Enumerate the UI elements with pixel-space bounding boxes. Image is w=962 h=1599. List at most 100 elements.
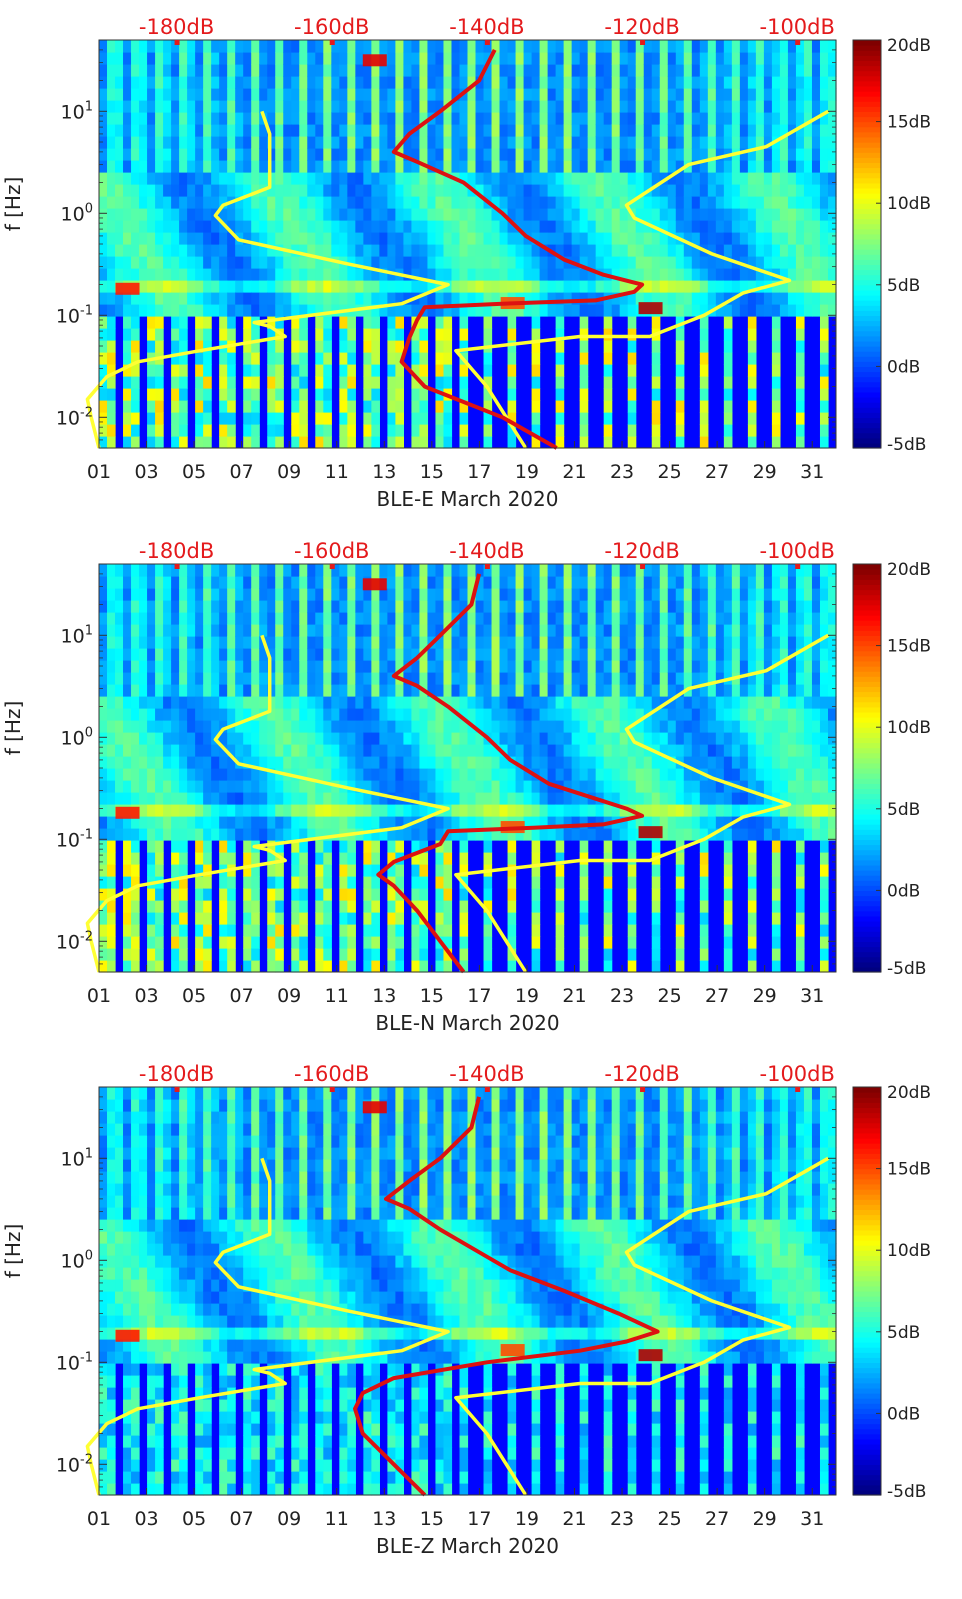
spectrogram-cell xyxy=(275,364,284,377)
spectrogram-cell xyxy=(411,388,421,401)
spectrogram-cell xyxy=(419,696,429,709)
spectrogram-cell xyxy=(203,960,212,973)
spectrogram-cell xyxy=(411,100,421,113)
spectrogram-cell xyxy=(195,744,204,757)
spectrogram-cell xyxy=(155,76,164,89)
spectrogram-cell xyxy=(667,148,677,161)
spectrogram-cell xyxy=(643,280,653,293)
colorbar-step xyxy=(853,177,881,184)
spectrogram-cell xyxy=(419,400,429,413)
spectrogram-cell xyxy=(451,280,461,293)
spectrogram-cell xyxy=(395,316,405,329)
spectrogram-cell xyxy=(651,292,661,305)
spectrogram-cell xyxy=(587,304,597,317)
spectrogram-cell xyxy=(123,340,132,353)
spectrogram-cell xyxy=(731,40,741,53)
spectrogram-cell xyxy=(283,256,292,269)
spectrogram-cell xyxy=(267,172,276,185)
spectrogram-cell xyxy=(699,148,709,161)
spectrogram-cell xyxy=(507,100,517,113)
spectrogram-cell xyxy=(227,136,236,149)
spectrogram-cell xyxy=(427,304,437,317)
spectrogram-cell xyxy=(307,672,316,685)
spectrogram-cell xyxy=(587,720,597,733)
colorbar-step xyxy=(853,330,881,337)
spectrogram-cell xyxy=(419,40,429,53)
spectrogram-cell xyxy=(563,780,573,793)
spectrogram-cell xyxy=(139,160,148,173)
spectrogram-cell xyxy=(627,400,637,413)
spectrogram-cell xyxy=(275,744,284,757)
spectrogram-cell xyxy=(611,232,621,245)
spectrogram-cell xyxy=(651,888,661,901)
spectrogram-cell xyxy=(195,612,204,625)
spectrogram-cell xyxy=(211,76,220,89)
spectrogram-cell xyxy=(555,100,565,113)
spectrogram-cell xyxy=(179,436,188,449)
spectrogram-cell xyxy=(123,244,132,257)
spectrogram-cell xyxy=(555,792,565,805)
spectrogram-cell xyxy=(339,840,348,853)
spectrogram-cell xyxy=(147,804,156,817)
spectrogram-cell xyxy=(139,648,148,661)
spectrogram-cell xyxy=(715,112,725,125)
spectrogram-cell xyxy=(267,720,276,733)
spectrogram-cell xyxy=(315,52,324,65)
spectrogram-cell xyxy=(163,100,172,113)
spectrogram-cell xyxy=(819,196,829,209)
spectrogram-cell xyxy=(443,76,453,89)
spectrogram-cell xyxy=(411,268,421,281)
spectrogram-cell xyxy=(427,244,437,257)
spectrogram-cell xyxy=(155,936,164,949)
spectrogram-cell xyxy=(299,576,308,589)
spectrogram-cell xyxy=(771,184,781,197)
spectrogram-cell xyxy=(387,292,396,305)
spectrogram-cell xyxy=(299,424,308,437)
spectrogram-cell xyxy=(531,136,541,149)
spectrogram-cell xyxy=(347,76,356,89)
spectrogram-cell xyxy=(99,112,108,125)
spectrogram-cell xyxy=(171,88,180,101)
spectrogram-cell xyxy=(131,76,140,89)
spectrogram-cell xyxy=(203,64,212,77)
spectrogram-cell xyxy=(107,316,116,329)
spectrogram-cell xyxy=(795,256,805,269)
spectrogram-cell xyxy=(251,924,260,937)
spectrogram-cell xyxy=(475,256,485,269)
colorbar-step xyxy=(853,91,881,97)
spectrogram-cell xyxy=(267,936,276,949)
spectrogram-cell xyxy=(387,744,396,757)
spectrogram-cell xyxy=(459,100,469,113)
spectrogram-cell xyxy=(491,196,501,209)
spectrogram-cell xyxy=(315,696,324,709)
spectrogram-cell xyxy=(395,196,405,209)
spectrogram-cell xyxy=(435,900,445,913)
spectrogram-cell xyxy=(123,648,132,661)
spectrogram-cell xyxy=(411,160,421,173)
spectrogram-cell xyxy=(99,76,108,89)
spectrogram-cell xyxy=(379,148,388,161)
spectrogram-cell xyxy=(563,564,573,577)
spectrogram-cell xyxy=(331,244,340,257)
spectrogram-cell xyxy=(275,196,284,209)
spectrogram-cell xyxy=(291,160,300,173)
spectrogram-cell xyxy=(723,280,733,293)
spectrogram-cell xyxy=(219,76,228,89)
spectrogram-cell xyxy=(435,924,445,937)
spectrogram-cell xyxy=(683,732,693,745)
spectrogram-cell xyxy=(675,328,685,341)
spectrogram-cell xyxy=(411,600,421,613)
spectrogram-cell xyxy=(475,756,485,769)
spectrogram-cell xyxy=(267,912,276,925)
spectrogram-cell xyxy=(795,328,805,341)
spectrogram-cell xyxy=(675,100,685,113)
spectrogram-cell xyxy=(195,244,204,257)
spectrogram-cell xyxy=(603,828,613,841)
spectrogram-cell xyxy=(195,732,204,745)
spectrogram-cell xyxy=(427,804,437,817)
spectrogram-cell xyxy=(291,184,300,197)
reference-curve-high xyxy=(454,109,830,449)
spectrogram-cell xyxy=(259,268,268,281)
spectrogram-cell xyxy=(579,160,589,173)
spectrogram-cell xyxy=(403,184,413,197)
